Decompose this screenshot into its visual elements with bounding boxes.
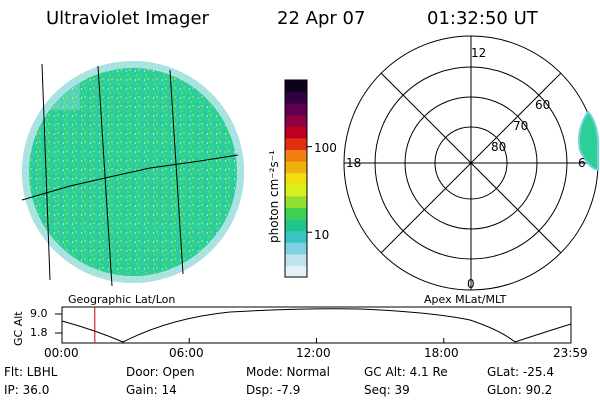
footer-gain: Gain: 14 xyxy=(126,383,177,397)
colorbar-segment xyxy=(285,195,307,208)
timeline-tick-1800: 18:00 xyxy=(424,346,459,360)
altitude-curve xyxy=(61,308,572,343)
colorbar-segment xyxy=(285,149,307,162)
timeline-ymin: 1.8 xyxy=(30,326,48,339)
colorbar-segment xyxy=(285,114,307,127)
lat-lon-grid xyxy=(21,63,239,287)
mlt-label-0: 0 xyxy=(467,277,475,291)
footer-flt: Flt: LBHL xyxy=(4,365,58,379)
time-label: 01:32:50 UT xyxy=(427,8,538,29)
mlt-label-18: 18 xyxy=(346,156,362,170)
colorbar-segment xyxy=(285,207,307,220)
earth-disc-image xyxy=(21,61,244,287)
footer-dsp: Dsp: -7.9 xyxy=(246,383,301,397)
auroral-emission-patch xyxy=(578,110,599,172)
colorbar-segment xyxy=(285,253,307,266)
colorbar-segment xyxy=(285,91,307,104)
timeline-plot xyxy=(55,306,572,344)
colorbar-segment xyxy=(285,172,307,185)
timeline-tick-0000: 00:00 xyxy=(44,346,79,360)
timeline-left-title: Geographic Lat/Lon xyxy=(68,293,176,306)
colorbar-segment xyxy=(285,265,307,278)
footer-seq: Seq: 39 xyxy=(364,383,410,397)
date-label: 22 Apr 07 xyxy=(277,8,366,29)
footer-gcalt: GC Alt: 4.1 Re xyxy=(364,365,448,379)
timeline-ymax: 9.0 xyxy=(30,307,48,320)
colorbar-segment xyxy=(285,242,307,255)
colorbar-segment xyxy=(285,126,307,139)
footer-ip: IP: 36.0 xyxy=(4,383,50,397)
footer-mode: Mode: Normal xyxy=(246,365,330,379)
footer-glat: GLat: -25.4 xyxy=(487,365,554,379)
timeline-right-title: Apex MLat/MLT xyxy=(424,293,507,306)
colorbar-frame xyxy=(284,79,308,278)
colorbar-segment xyxy=(285,219,307,232)
colorbar-segment xyxy=(285,137,307,151)
mlat-label-70: 70 xyxy=(513,119,529,133)
mlt-label-6: 6 xyxy=(578,156,586,170)
footer-glon: GLon: 90.2 xyxy=(487,383,553,397)
colorbar-segment xyxy=(285,80,307,93)
colorbar-unit-label: photon cm⁻²s⁻¹ xyxy=(267,150,281,243)
colorbar-tick-100: 100 xyxy=(314,141,337,155)
footer-door: Door: Open xyxy=(126,365,195,379)
timeline-tick-0600: 06:00 xyxy=(169,346,204,360)
timeline-tick-2359: 23:59 xyxy=(553,346,588,360)
mlat-label-60: 60 xyxy=(535,98,551,112)
colorbar-segment xyxy=(285,184,307,197)
colorbar-segment xyxy=(285,103,307,116)
colorbar xyxy=(284,79,312,278)
timeline-ylabel: GC Alt xyxy=(12,311,25,346)
mlat-label-80: 80 xyxy=(491,140,507,154)
colorbar-segment xyxy=(285,230,307,243)
instrument-title: Ultraviolet Imager xyxy=(46,8,209,29)
polar-plot xyxy=(343,35,599,291)
colorbar-segment xyxy=(285,161,307,174)
timeline-tick-1200: 12:00 xyxy=(296,346,331,360)
mlt-label-12: 12 xyxy=(471,46,487,60)
colorbar-tick-10: 10 xyxy=(314,228,330,242)
